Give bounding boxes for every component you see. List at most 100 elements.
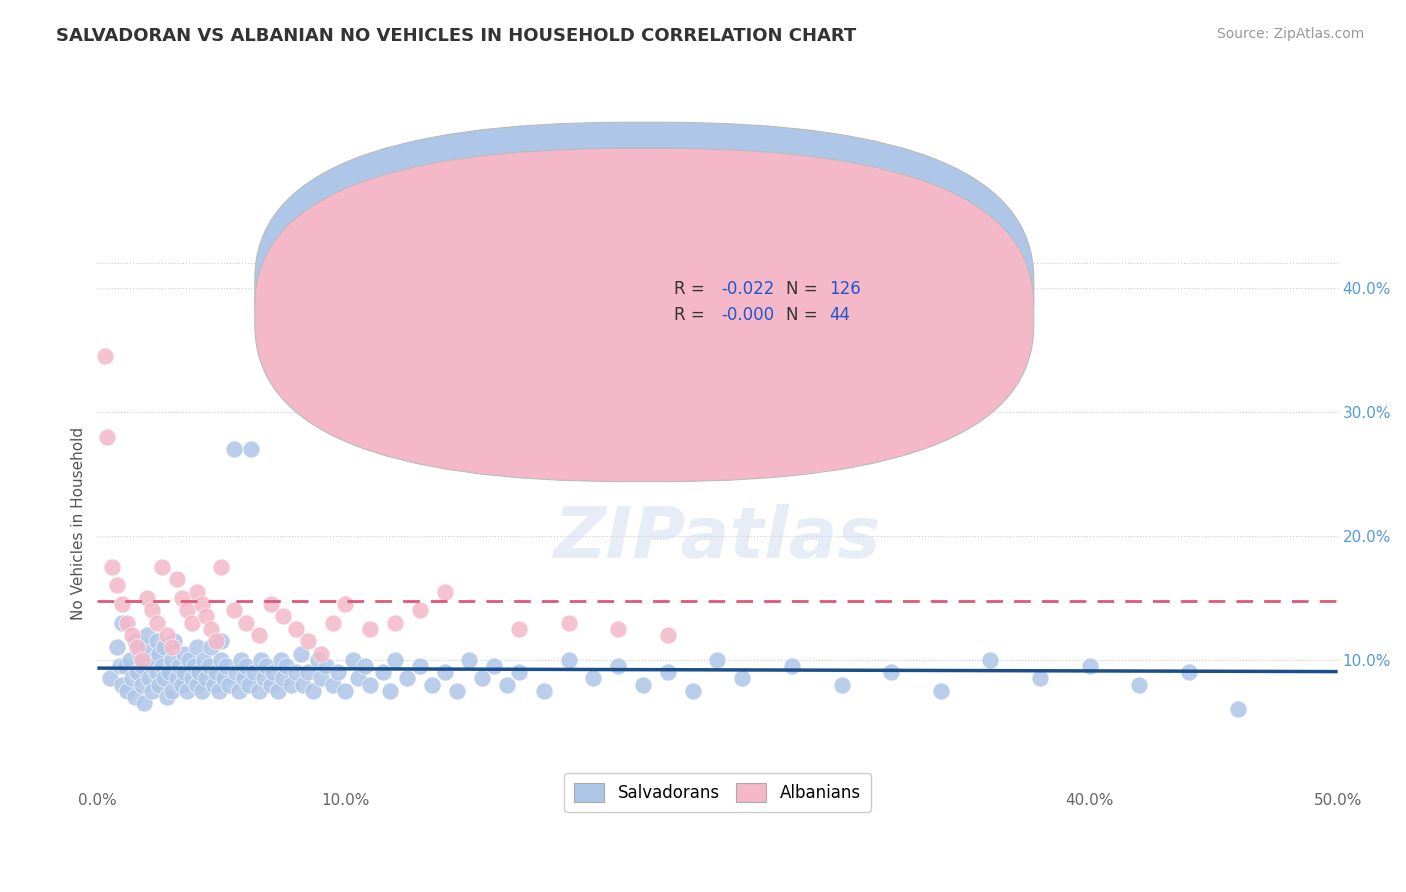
Point [200, 622, 222, 636]
Point [146, 665, 169, 680]
Point [290, 647, 312, 661]
Point [582, 671, 605, 685]
Point [297, 634, 319, 648]
Point [979, 653, 1001, 667]
Point [141, 659, 163, 673]
Point [270, 653, 292, 667]
Point [359, 677, 381, 691]
Point [263, 665, 285, 680]
Point [471, 671, 494, 685]
Point [176, 683, 198, 698]
Point [101, 559, 124, 574]
Point [409, 603, 432, 617]
Point [322, 677, 344, 691]
Point [292, 677, 315, 691]
Point [260, 677, 283, 691]
Point [170, 591, 193, 605]
Point [307, 653, 329, 667]
Point [780, 659, 803, 673]
Point [346, 671, 368, 685]
Point [235, 615, 257, 630]
Point [108, 659, 131, 673]
Point [297, 665, 319, 680]
Point [242, 665, 264, 680]
Point [280, 677, 302, 691]
Point [153, 671, 176, 685]
Point [180, 671, 202, 685]
Point [284, 622, 307, 636]
Point [202, 677, 225, 691]
Text: -0.000: -0.000 [721, 306, 775, 324]
Point [186, 677, 208, 691]
Point [176, 603, 198, 617]
Point [458, 392, 481, 407]
Point [228, 683, 250, 698]
Point [208, 683, 231, 698]
FancyBboxPatch shape [612, 272, 941, 332]
Point [1128, 677, 1150, 691]
Point [420, 677, 443, 691]
Point [209, 653, 232, 667]
Point [131, 677, 153, 691]
Point [240, 442, 263, 456]
Point [125, 665, 148, 680]
Text: R =: R = [673, 280, 710, 298]
Point [167, 659, 190, 673]
Point [124, 634, 146, 648]
Point [111, 597, 134, 611]
Point [198, 659, 221, 673]
Point [1029, 671, 1052, 685]
Point [209, 559, 232, 574]
Point [121, 628, 143, 642]
Point [125, 640, 148, 655]
Point [1178, 665, 1201, 680]
Point [105, 578, 128, 592]
Text: N =: N = [786, 306, 823, 324]
Point [195, 609, 218, 624]
Point [335, 683, 357, 698]
Point [508, 622, 530, 636]
Point [371, 665, 394, 680]
Text: N =: N = [786, 280, 823, 298]
Point [138, 671, 160, 685]
Point [212, 671, 235, 685]
Point [302, 683, 325, 698]
Text: Source: ZipAtlas.com: Source: ZipAtlas.com [1216, 27, 1364, 41]
Point [326, 665, 349, 680]
Point [284, 665, 307, 680]
Point [557, 615, 579, 630]
Point [433, 665, 456, 680]
Point [1227, 702, 1250, 716]
Point [148, 647, 170, 661]
Y-axis label: No Vehicles in Household: No Vehicles in Household [72, 426, 86, 620]
Point [173, 647, 195, 661]
Point [354, 659, 377, 673]
Point [143, 653, 166, 667]
Point [115, 615, 138, 630]
Point [378, 683, 401, 698]
Point [96, 429, 118, 443]
Point [195, 671, 218, 685]
Point [166, 572, 188, 586]
Point [136, 628, 159, 642]
Point [929, 683, 952, 698]
Point [252, 671, 274, 685]
Point [831, 677, 853, 691]
Point [1078, 659, 1101, 673]
Point [183, 659, 205, 673]
Point [179, 653, 201, 667]
Point [657, 665, 679, 680]
Point [433, 584, 456, 599]
Point [384, 653, 406, 667]
Point [163, 634, 186, 648]
Point [148, 677, 170, 691]
FancyBboxPatch shape [254, 148, 1033, 482]
Point [180, 615, 202, 630]
Point [607, 659, 630, 673]
Point [315, 659, 337, 673]
Point [170, 677, 193, 691]
Point [322, 615, 344, 630]
Text: 126: 126 [830, 280, 860, 298]
Point [111, 677, 134, 691]
Point [146, 634, 169, 648]
